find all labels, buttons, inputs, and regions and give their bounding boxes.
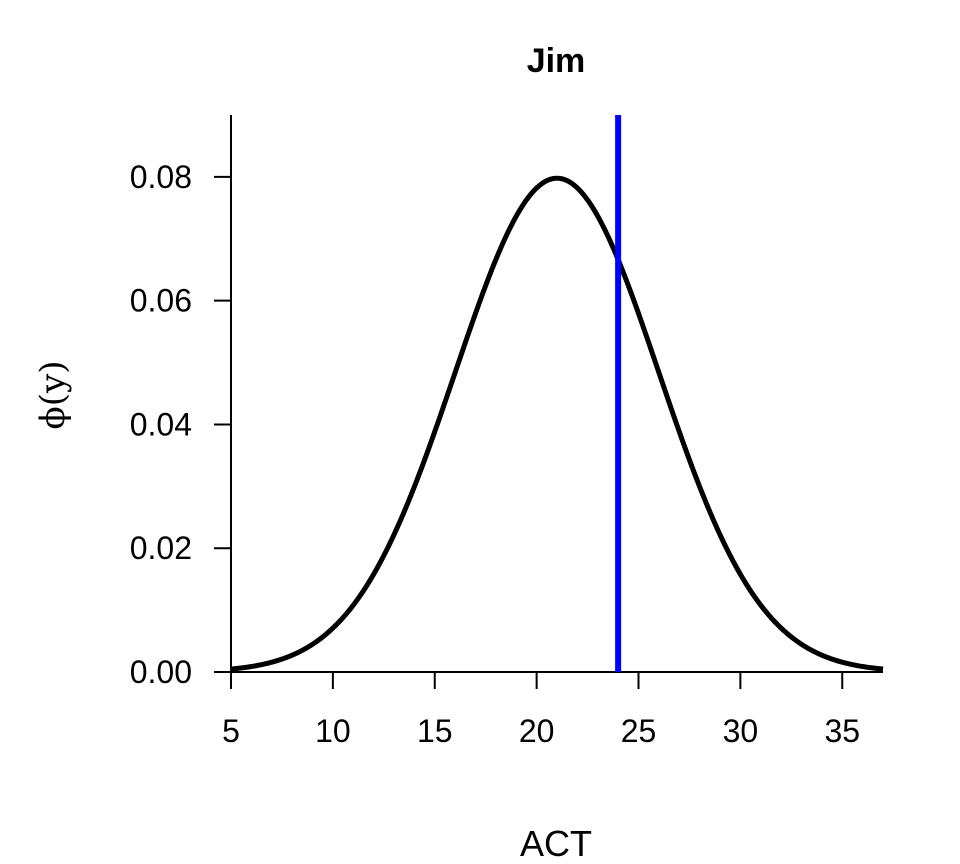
x-ticks: 5 10 15 20 25 30 35 <box>222 672 860 749</box>
x-tick-label: 20 <box>519 713 555 749</box>
y-axis-title: ϕ(y) <box>33 361 73 430</box>
y-ticks: 0.00 0.02 0.04 0.06 0.08 <box>130 159 231 690</box>
y-tick-label: 0.04 <box>130 406 192 442</box>
y-tick-label: 0.06 <box>130 283 192 319</box>
x-tick-label: 15 <box>417 713 453 749</box>
x-tick-label: 10 <box>315 713 351 749</box>
y-tick-label: 0.08 <box>130 159 192 195</box>
y-tick-label: 0.02 <box>130 530 192 566</box>
plot-area: 0.00 0.02 0.04 0.06 0.08 5 10 15 20 25 30 35 <box>130 115 884 749</box>
x-tick-label: 25 <box>621 713 657 749</box>
x-tick-label: 35 <box>824 713 860 749</box>
x-tick-label: 5 <box>222 713 240 749</box>
x-tick-label: 30 <box>723 713 759 749</box>
x-axis-title: ACT <box>520 823 592 864</box>
y-tick-label: 0.00 <box>130 654 192 690</box>
chart-title: Jim <box>527 42 586 80</box>
density-curve <box>230 175 884 672</box>
